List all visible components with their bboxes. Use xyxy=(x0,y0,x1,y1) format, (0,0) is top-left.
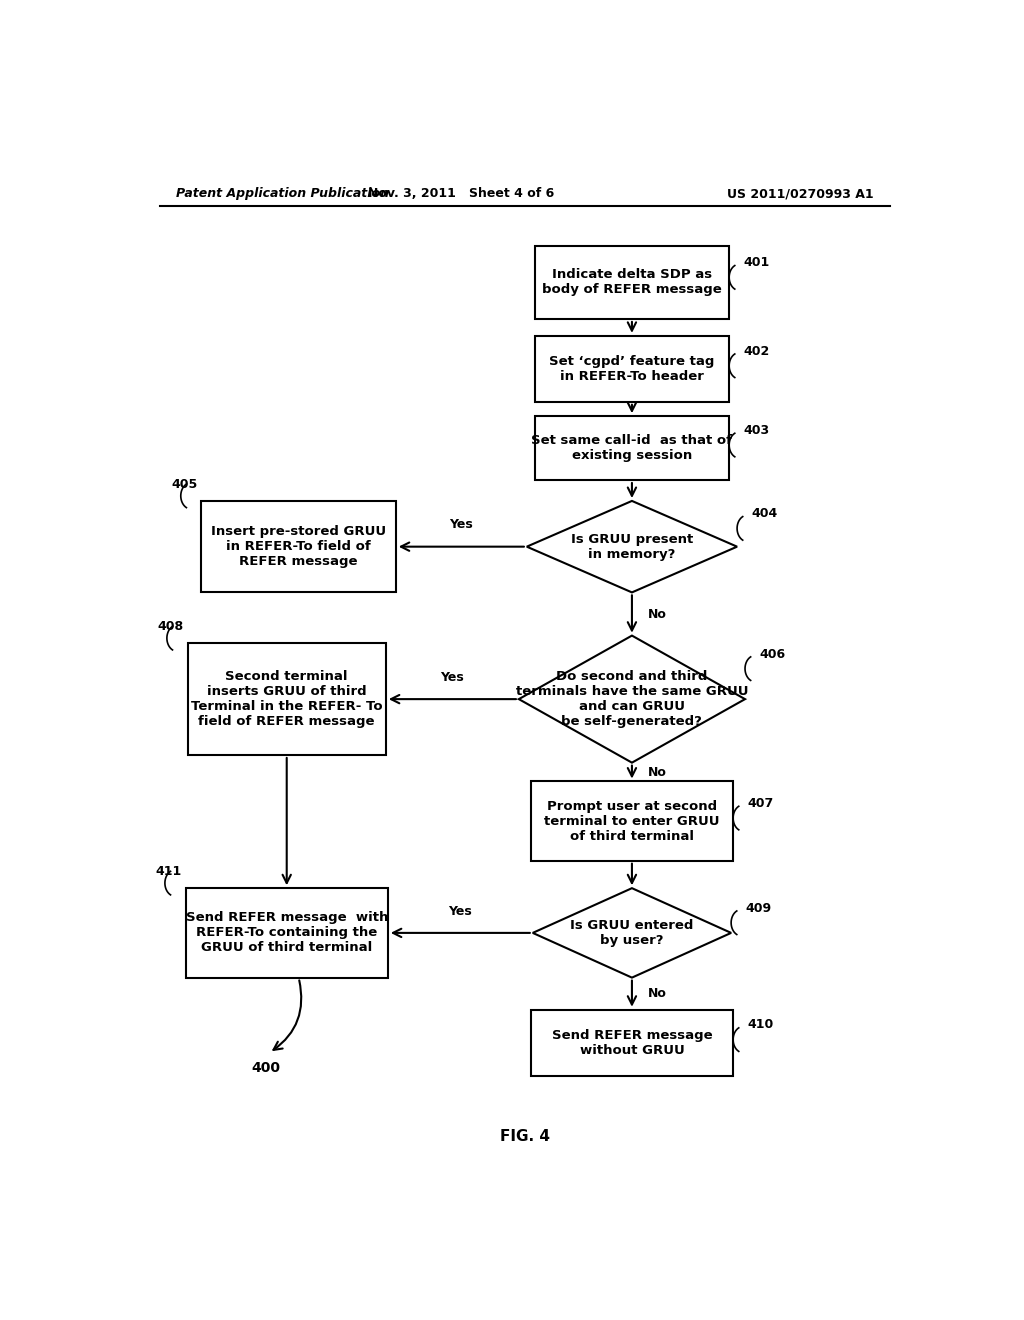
Polygon shape xyxy=(519,636,745,763)
FancyBboxPatch shape xyxy=(535,335,729,401)
Polygon shape xyxy=(526,500,737,593)
Text: 404: 404 xyxy=(752,507,777,520)
Text: 410: 410 xyxy=(748,1019,774,1031)
Polygon shape xyxy=(532,888,731,978)
Text: Send REFER message  with
REFER-To containing the
GRUU of third terminal: Send REFER message with REFER-To contain… xyxy=(185,911,388,954)
Text: Do second and third
terminals have the same GRUU
and can GRUU
be self-generated?: Do second and third terminals have the s… xyxy=(516,671,749,729)
Text: Patent Application Publication: Patent Application Publication xyxy=(176,187,389,201)
Text: Yes: Yes xyxy=(440,671,464,684)
Text: 403: 403 xyxy=(743,424,770,437)
Text: Send REFER message
without GRUU: Send REFER message without GRUU xyxy=(552,1028,713,1057)
Text: 402: 402 xyxy=(743,345,770,358)
Text: Yes: Yes xyxy=(450,519,473,532)
Text: No: No xyxy=(648,766,667,779)
Text: Is GRUU present
in memory?: Is GRUU present in memory? xyxy=(570,533,693,561)
FancyBboxPatch shape xyxy=(202,500,396,593)
FancyBboxPatch shape xyxy=(535,246,729,319)
Text: US 2011/0270993 A1: US 2011/0270993 A1 xyxy=(727,187,873,201)
Text: Set ‘cgpd’ feature tag
in REFER-To header: Set ‘cgpd’ feature tag in REFER-To heade… xyxy=(549,355,715,383)
Text: 400: 400 xyxy=(251,1061,280,1074)
Text: Set same call-id  as that of
existing session: Set same call-id as that of existing ses… xyxy=(531,434,732,462)
Text: No: No xyxy=(648,987,667,1001)
Text: 401: 401 xyxy=(743,256,770,269)
Text: Yes: Yes xyxy=(449,904,472,917)
Text: Nov. 3, 2011   Sheet 4 of 6: Nov. 3, 2011 Sheet 4 of 6 xyxy=(369,187,554,201)
FancyBboxPatch shape xyxy=(530,781,733,861)
Text: Prompt user at second
terminal to enter GRUU
of third terminal: Prompt user at second terminal to enter … xyxy=(544,800,720,842)
Text: 405: 405 xyxy=(171,478,198,491)
Text: FIG. 4: FIG. 4 xyxy=(500,1129,550,1143)
Text: 408: 408 xyxy=(158,620,183,634)
Text: 411: 411 xyxy=(156,865,181,878)
Text: Second terminal
inserts GRUU of third
Terminal in the REFER- To
field of REFER m: Second terminal inserts GRUU of third Te… xyxy=(190,671,383,729)
FancyArrowPatch shape xyxy=(273,981,301,1049)
Text: No: No xyxy=(648,607,667,620)
Text: Insert pre-stored GRUU
in REFER-To field of
REFER message: Insert pre-stored GRUU in REFER-To field… xyxy=(211,525,386,568)
Text: Indicate delta SDP as
body of REFER message: Indicate delta SDP as body of REFER mess… xyxy=(542,268,722,297)
FancyBboxPatch shape xyxy=(530,1010,733,1076)
Text: 407: 407 xyxy=(748,797,774,810)
Text: 406: 406 xyxy=(760,648,785,660)
FancyBboxPatch shape xyxy=(187,643,386,755)
FancyBboxPatch shape xyxy=(535,416,729,480)
FancyBboxPatch shape xyxy=(185,888,388,978)
Text: 409: 409 xyxy=(745,902,771,915)
Text: Is GRUU entered
by user?: Is GRUU entered by user? xyxy=(570,919,693,946)
